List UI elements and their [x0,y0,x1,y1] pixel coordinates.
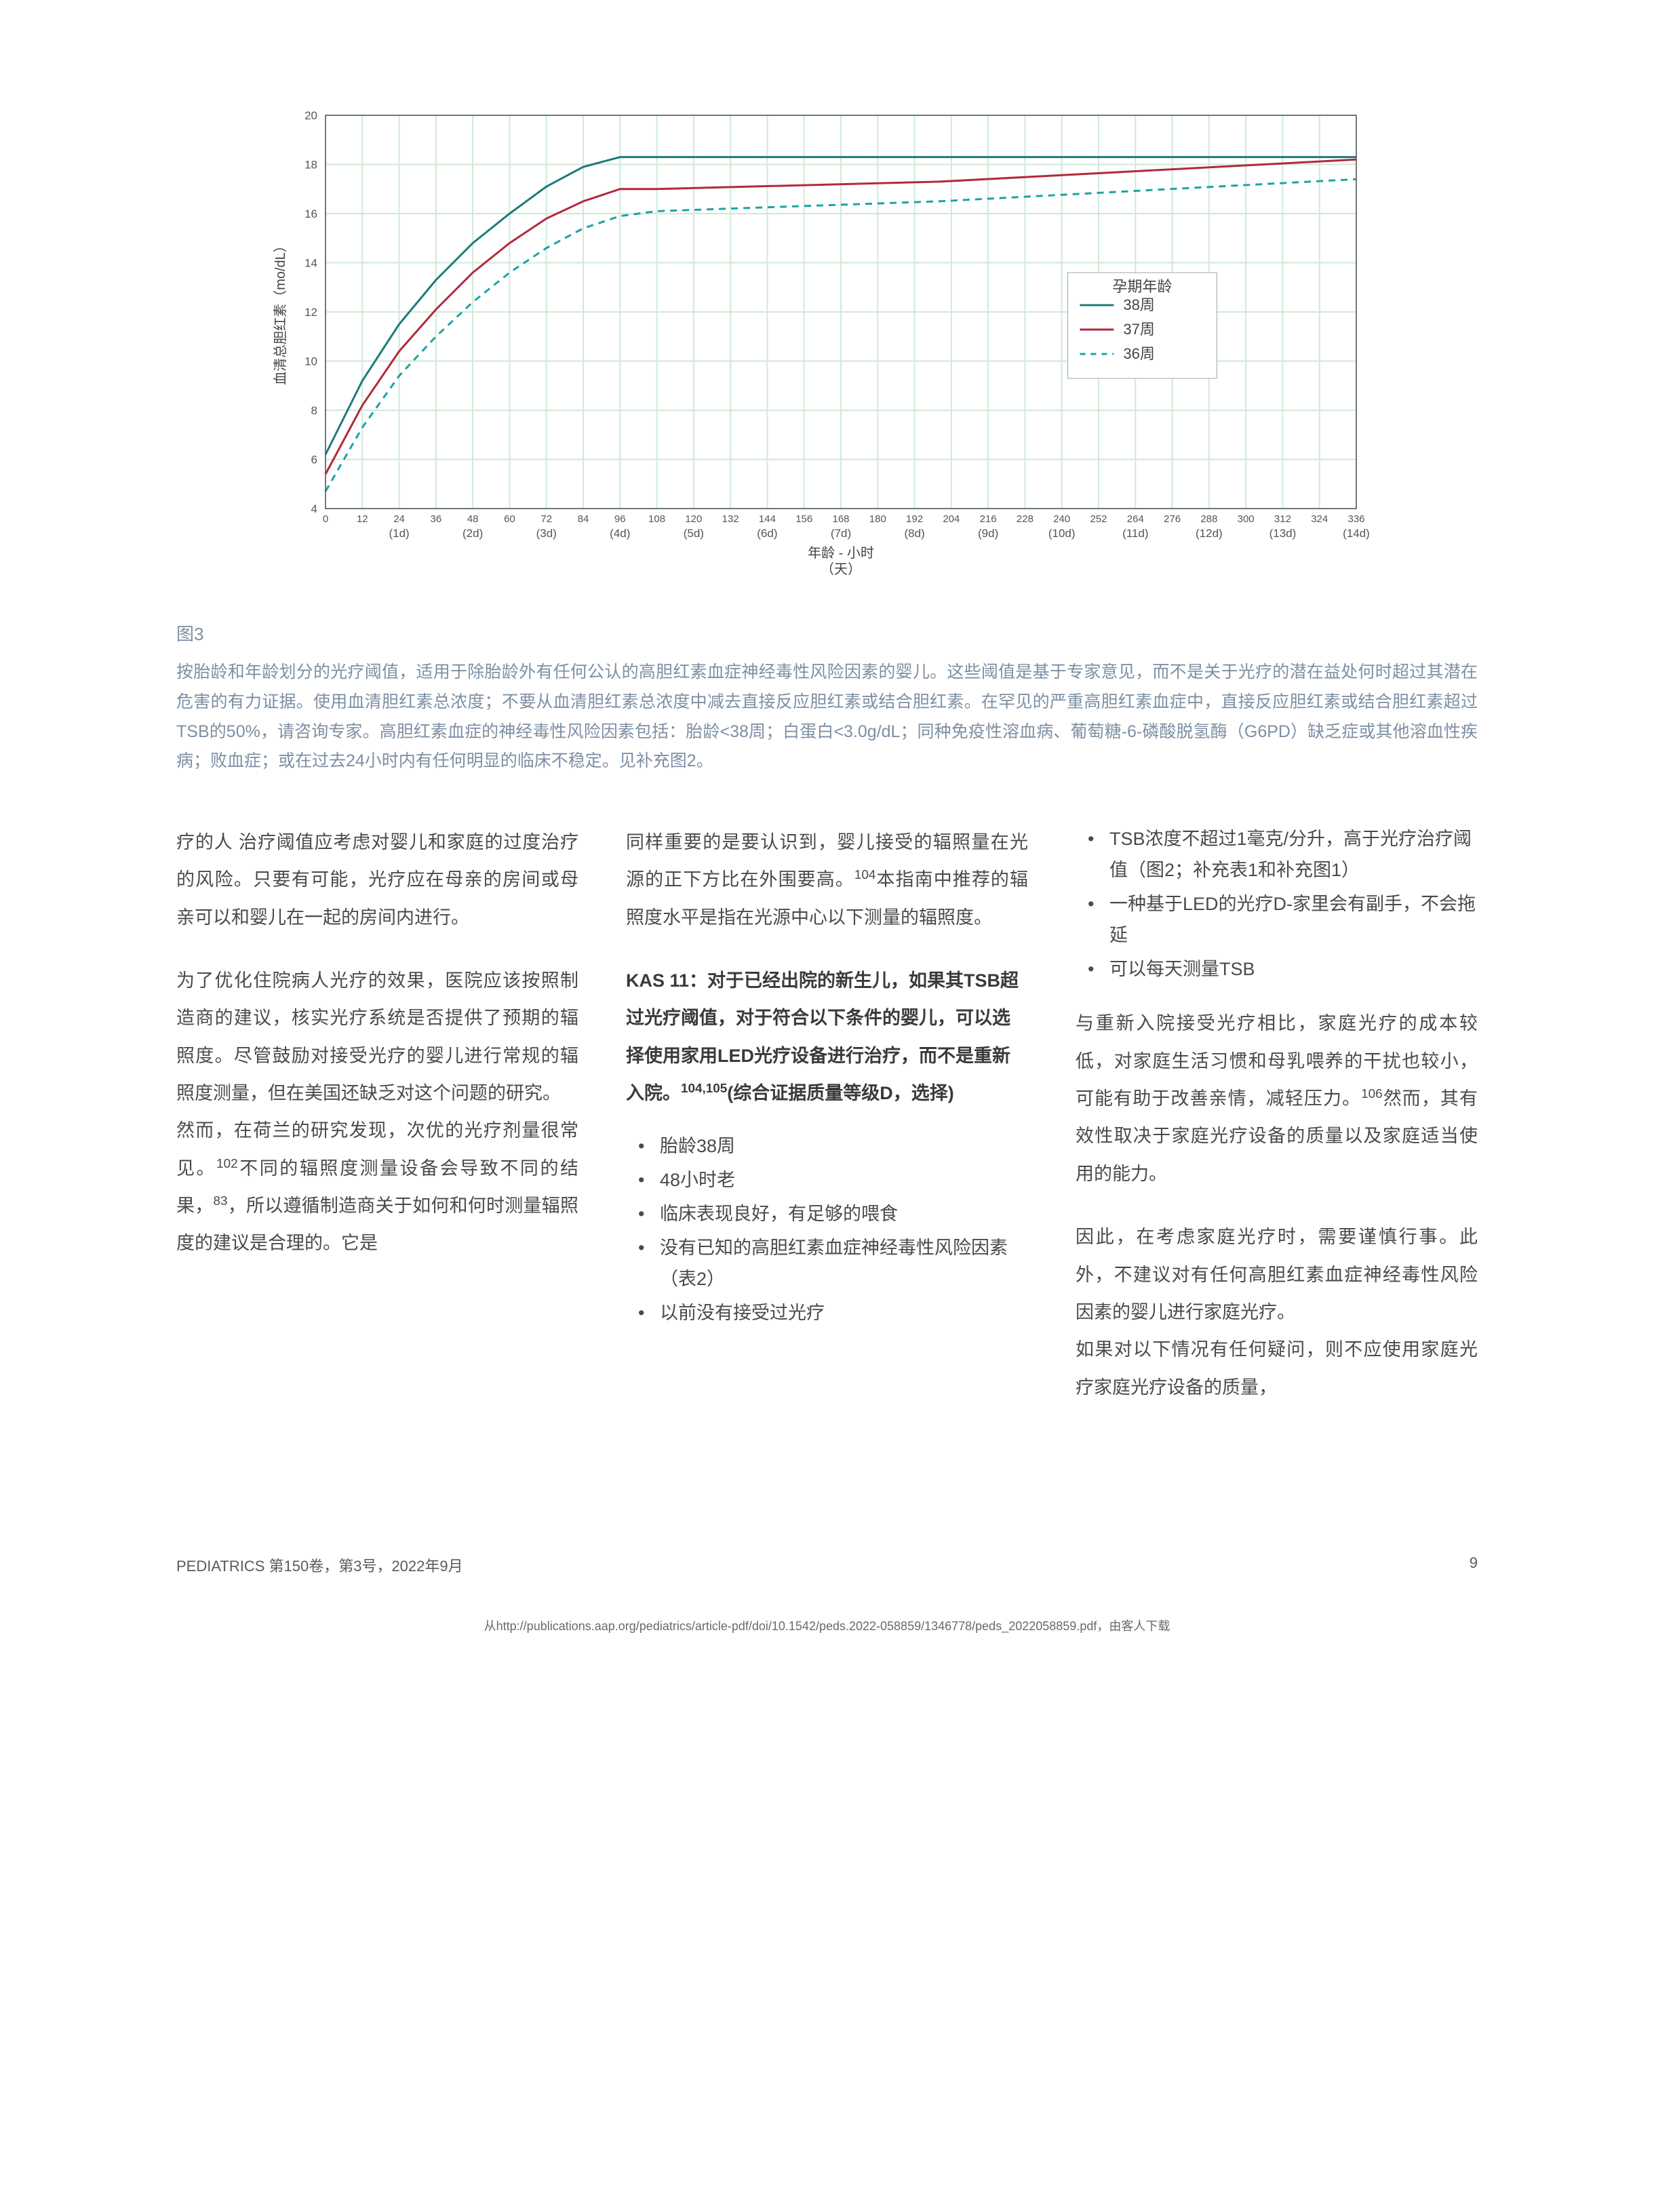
kas-11-title: KAS 11：对于已经出院的新生儿，如果其TSB超过光疗阈值，对于符合以下条件的… [626,962,1028,1112]
svg-text:14: 14 [304,257,317,270]
svg-text:12: 12 [304,306,317,319]
svg-text:(7d): (7d) [831,527,851,540]
svg-text:8: 8 [311,404,317,417]
chart-svg: 4 6 8 10 12 14 16 18 20 0 12 24 36 48 60 72 84 96 108 120 13… [258,102,1377,590]
footer-left: PEDIATRICS 第150卷，第3号，2022年9月 [176,1554,463,1576]
svg-text:144: 144 [759,513,776,525]
col1-p2: 为了优化住院病人光疗的效果，医院应该按照制造商的建议，核实光疗系统是否提供了预期… [176,962,578,1112]
list-item: TSB浓度不超过1毫克/分升，高于光疗治疗阈值（图2；补充表1和补充图1） [1076,824,1478,886]
col1-sup2: 83 [213,1194,227,1208]
svg-text:(2d): (2d) [462,527,483,540]
svg-text:(14d): (14d) [1343,527,1370,540]
col1-p3c: ，所以遵循制造商关于如何和何时测量辐照度的建议是合理的。它是 [176,1196,578,1253]
col2-p1: 同样重要的是要认识到，婴儿接受的辐照量在光源的正下方比在外围要高。104本指南中… [626,824,1028,936]
svg-text:12: 12 [357,513,368,525]
col1-p1: 疗的人 治疗阈值应考虑对婴儿和家庭的过度治疗的风险。只要有可能，光疗应在母亲的房… [176,824,578,936]
svg-text:(6d): (6d) [757,527,777,540]
svg-text:240: 240 [1053,513,1070,525]
svg-text:228: 228 [1017,513,1033,525]
body-columns: 疗的人 治疗阈值应考虑对婴儿和家庭的过度治疗的风险。只要有可能，光疗应在母亲的房… [176,824,1478,1432]
svg-text:年龄 - 小时: 年龄 - 小时 [808,545,874,561]
svg-text:288: 288 [1200,513,1217,525]
figure-caption: 按胎龄和年龄划分的光疗阈值，适用于除胎龄外有任何公认的高胆红素血症神经毒性风险因… [176,658,1478,776]
svg-text:37周: 37周 [1123,321,1154,338]
svg-text:120: 120 [685,513,702,525]
column-3: TSB浓度不超过1毫克/分升，高于光疗治疗阈值（图2；补充表1和补充图1）一种基… [1076,824,1478,1432]
svg-text:48: 48 [467,513,479,525]
download-line: 从http://publications.aap.org/pediatrics/… [136,1617,1518,1634]
svg-text:168: 168 [832,513,849,525]
svg-text:36周: 36周 [1123,345,1154,362]
kas-sup: 104,105 [681,1082,727,1096]
col3-p2: 因此，在考虑家庭光疗时，需要谨慎行事。此外，不建议对有任何高胆红素血症神经毒性风… [1076,1219,1478,1331]
svg-text:108: 108 [648,513,665,525]
list-item: 以前没有接受过光疗 [626,1298,1028,1329]
col1-p3: 然而，在荷兰的研究发现，次优的光疗剂量很常见。102不同的辐照度测量设备会导致不… [176,1112,578,1262]
svg-text:(8d): (8d) [904,527,924,540]
svg-text:336: 336 [1347,513,1364,525]
col2-sup1: 104 [854,868,876,882]
svg-text:276: 276 [1164,513,1181,525]
svg-text:血清总胆红素（mo/dL）: 血清总胆红素（mo/dL） [273,239,288,385]
col3-p3: 如果对以下情况有任何疑问，则不应使用家庭光疗家庭光疗设备的质量， [1076,1331,1478,1406]
svg-text:6: 6 [311,454,317,467]
svg-text:20: 20 [304,109,317,122]
col3-bullets: TSB浓度不超过1毫克/分升，高于光疗治疗阈值（图2；补充表1和补充图1）一种基… [1076,824,1478,985]
list-item: 没有已知的高胆红素血症神经毒性风险因素（表2） [626,1233,1028,1295]
svg-text:(9d): (9d) [978,527,998,540]
svg-text:(3d): (3d) [536,527,557,540]
col1-sup1: 102 [216,1157,238,1171]
svg-text:312: 312 [1274,513,1291,525]
svg-text:38周: 38周 [1123,296,1154,313]
figure-3-chart: 4 6 8 10 12 14 16 18 20 0 12 24 36 48 60 72 84 96 108 120 13… [258,102,1377,593]
col3-sup: 106 [1361,1087,1383,1101]
svg-text:300: 300 [1238,513,1255,525]
svg-text:252: 252 [1090,513,1107,525]
kas-b: (综合证据质量等级D，选择) [727,1083,953,1103]
svg-text:10: 10 [304,355,317,368]
svg-text:(1d): (1d) [389,527,409,540]
svg-text:72: 72 [540,513,552,525]
svg-text:156: 156 [795,513,812,525]
svg-text:(13d): (13d) [1269,527,1297,540]
svg-text:60: 60 [504,513,515,525]
svg-text:(11d): (11d) [1122,527,1148,540]
svg-text:0: 0 [323,513,328,525]
svg-text:264: 264 [1127,513,1144,525]
list-item: 临床表现良好，有足够的喂食 [626,1199,1028,1230]
col3-p1: 与重新入院接受光疗相比，家庭光疗的成本较低，对家庭生活习惯和母乳喂养的干扰也较小… [1076,1005,1478,1193]
column-2: 同样重要的是要认识到，婴儿接受的辐照量在光源的正下方比在外围要高。104本指南中… [626,824,1028,1432]
svg-text:180: 180 [869,513,886,525]
svg-text:(4d): (4d) [610,527,630,540]
svg-text:(10d): (10d) [1048,527,1076,540]
svg-text:16: 16 [304,208,317,220]
svg-text:216: 216 [980,513,997,525]
svg-text:96: 96 [614,513,626,525]
col2-bullets: 胎龄38周48小时老临床表现良好，有足够的喂食没有已知的高胆红素血症神经毒性风险… [626,1131,1028,1328]
svg-text:192: 192 [906,513,923,525]
page-footer: PEDIATRICS 第150卷，第3号，2022年9月 9 [176,1554,1478,1576]
svg-text:(12d): (12d) [1196,527,1223,540]
svg-text:（天）: （天） [821,561,861,577]
list-item: 一种基于LED的光疗D-家里会有副手，不会拖延 [1076,889,1478,951]
svg-text:孕期年龄: 孕期年龄 [1112,278,1172,295]
svg-text:18: 18 [304,159,317,172]
list-item: 胎龄38周 [626,1131,1028,1162]
svg-text:4: 4 [311,502,317,515]
svg-text:24: 24 [393,513,405,525]
svg-text:(5d): (5d) [684,527,704,540]
svg-text:132: 132 [722,513,739,525]
list-item: 可以每天测量TSB [1076,954,1478,985]
figure-label: 图3 [176,620,1518,646]
svg-text:324: 324 [1311,513,1328,525]
svg-text:84: 84 [578,513,589,525]
column-1: 疗的人 治疗阈值应考虑对婴儿和家庭的过度治疗的风险。只要有可能，光疗应在母亲的房… [176,824,578,1432]
list-item: 48小时老 [626,1165,1028,1196]
svg-text:36: 36 [431,513,442,525]
svg-text:204: 204 [943,513,960,525]
footer-page: 9 [1470,1554,1478,1576]
